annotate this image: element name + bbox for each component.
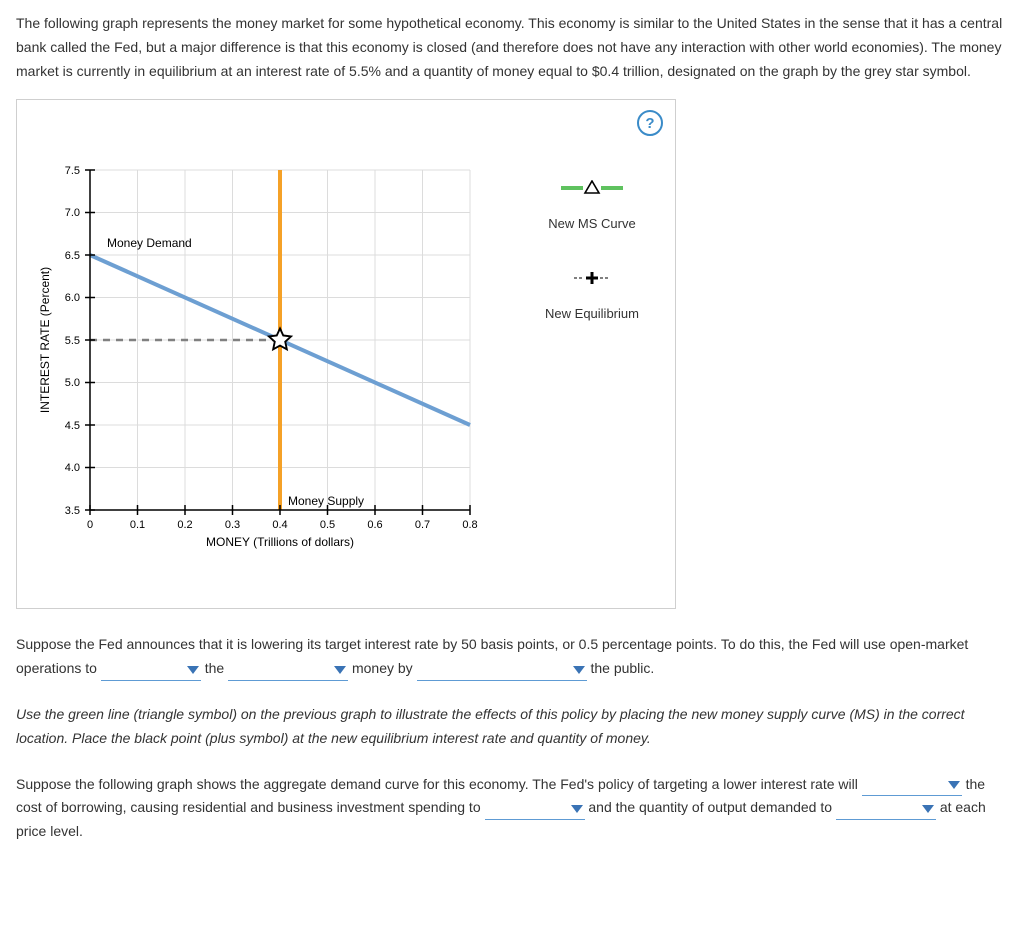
svg-text:0.2: 0.2 <box>177 519 192 531</box>
svg-text:4.0: 4.0 <box>65 462 80 474</box>
svg-text:7.5: 7.5 <box>65 165 80 177</box>
plus-point-icon <box>572 270 612 286</box>
fill-in-paragraph-1: Suppose the Fed announces that it is low… <box>16 633 1008 681</box>
svg-text:6.0: 6.0 <box>65 292 80 304</box>
intro-paragraph: The following graph represents the money… <box>16 12 1008 83</box>
dropdown-spending[interactable] <box>485 800 585 820</box>
chevron-down-icon <box>948 781 960 789</box>
fill-in-paragraph-2: Suppose the following graph shows the ag… <box>16 773 1008 844</box>
chevron-down-icon <box>571 805 583 813</box>
instruction-paragraph: Use the green line (triangle symbol) on … <box>16 703 1008 751</box>
dropdown-output[interactable] <box>836 800 936 820</box>
legend-new-eq[interactable]: New Equilibrium <box>517 270 667 325</box>
p3-t1: Suppose the following graph shows the ag… <box>16 776 862 792</box>
p1-t2: the <box>205 660 228 676</box>
svg-text:6.5: 6.5 <box>65 250 80 262</box>
chart-svg: 7.5 7.0 6.5 6.0 5.5 5.0 4.5 4.0 3.5 0 0.… <box>35 160 505 590</box>
chevron-down-icon <box>573 666 585 674</box>
y-axis-label: INTEREST RATE (Percent) <box>38 267 52 413</box>
svg-text:0.4: 0.4 <box>272 519 287 531</box>
triangle-line-icon <box>557 180 627 196</box>
svg-text:0.8: 0.8 <box>462 519 477 531</box>
equilibrium-star-icon[interactable] <box>269 329 291 350</box>
chart-plot[interactable]: 7.5 7.0 6.5 6.0 5.5 5.0 4.5 4.0 3.5 0 0.… <box>35 160 505 598</box>
dropdown-action[interactable] <box>417 661 587 681</box>
svg-text:0.5: 0.5 <box>320 519 335 531</box>
svg-text:7.0: 7.0 <box>65 207 80 219</box>
money-supply-label: Money Supply <box>288 494 364 508</box>
x-axis-label: MONEY (Trillions of dollars) <box>206 535 354 549</box>
svg-text:0.1: 0.1 <box>130 519 145 531</box>
svg-text:4.5: 4.5 <box>65 420 80 432</box>
chart-container: ? <box>16 99 676 609</box>
help-button[interactable]: ? <box>637 110 663 136</box>
dropdown-of[interactable] <box>228 661 348 681</box>
chevron-down-icon <box>922 805 934 813</box>
money-demand-label: Money Demand <box>107 236 192 250</box>
chevron-down-icon <box>334 666 346 674</box>
svg-text:0.7: 0.7 <box>415 519 430 531</box>
legend-new-ms[interactable]: New MS Curve <box>517 180 667 235</box>
svg-text:5.0: 5.0 <box>65 377 80 389</box>
chevron-down-icon <box>187 666 199 674</box>
svg-text:5.5: 5.5 <box>65 335 80 347</box>
svg-text:3.5: 3.5 <box>65 505 80 517</box>
svg-text:0.3: 0.3 <box>225 519 240 531</box>
p1-t3: money by <box>352 660 417 676</box>
legend-new-ms-label: New MS Curve <box>517 213 667 235</box>
p1-t4: the public. <box>590 660 654 676</box>
dropdown-operation[interactable] <box>101 661 201 681</box>
dropdown-cost[interactable] <box>862 776 962 796</box>
chart-legend: New MS Curve New Equilibrium <box>517 180 667 358</box>
svg-text:0.6: 0.6 <box>367 519 382 531</box>
svg-text:0: 0 <box>87 519 93 531</box>
p3-t3: and the quantity of output demanded to <box>588 799 836 815</box>
legend-new-eq-label: New Equilibrium <box>517 303 667 325</box>
